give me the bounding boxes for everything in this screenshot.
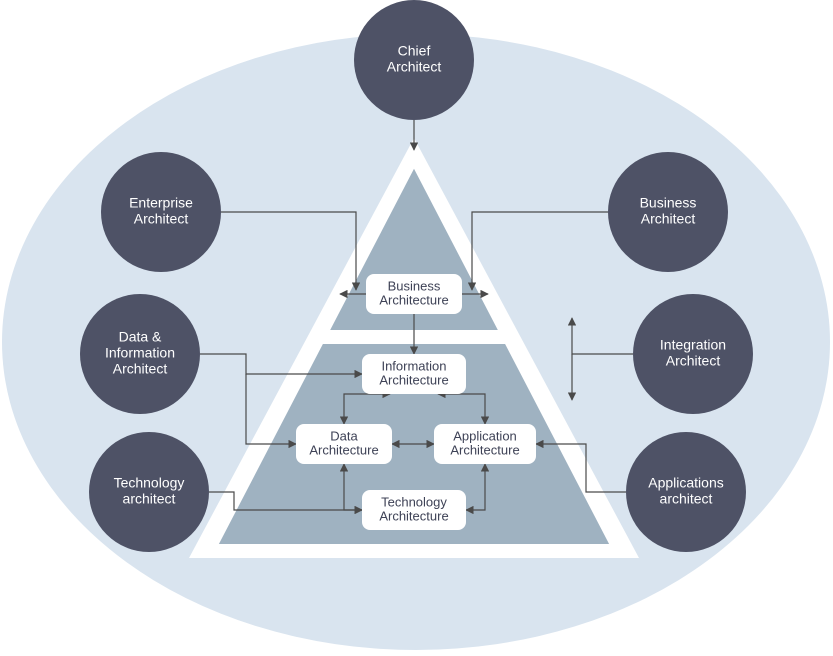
role-label-business_a: Architect bbox=[641, 211, 696, 227]
role-label-data_info: Data & bbox=[119, 329, 162, 345]
box-label-information: Information bbox=[381, 358, 446, 373]
role-label-enterprise: Enterprise bbox=[129, 195, 193, 211]
role-label-chief: Architect bbox=[387, 59, 442, 75]
role-label-technology_a: architect bbox=[123, 491, 176, 507]
role-label-data_info: Information bbox=[105, 345, 175, 361]
role-label-business_a: Business bbox=[640, 195, 697, 211]
box-label-data: Architecture bbox=[309, 442, 378, 457]
box-label-information: Architecture bbox=[379, 372, 448, 387]
box-label-application: Application bbox=[453, 428, 517, 443]
box-label-data: Data bbox=[330, 428, 358, 443]
box-label-business: Business bbox=[388, 278, 441, 293]
role-label-applications: architect bbox=[660, 491, 713, 507]
box-label-application: Architecture bbox=[450, 442, 519, 457]
role-label-applications: Applications bbox=[648, 475, 724, 491]
architecture-diagram: BusinessArchitectureInformationArchitect… bbox=[0, 0, 833, 656]
role-label-technology_a: Technology bbox=[114, 475, 185, 491]
role-label-chief: Chief bbox=[398, 43, 431, 59]
box-label-business: Architecture bbox=[379, 292, 448, 307]
role-label-integration: Integration bbox=[660, 337, 726, 353]
role-label-integration: Architect bbox=[666, 353, 721, 369]
role-label-enterprise: Architect bbox=[134, 211, 189, 227]
box-label-technology: Technology bbox=[381, 494, 447, 509]
box-label-technology: Architecture bbox=[379, 508, 448, 523]
role-label-data_info: Architect bbox=[113, 361, 168, 377]
